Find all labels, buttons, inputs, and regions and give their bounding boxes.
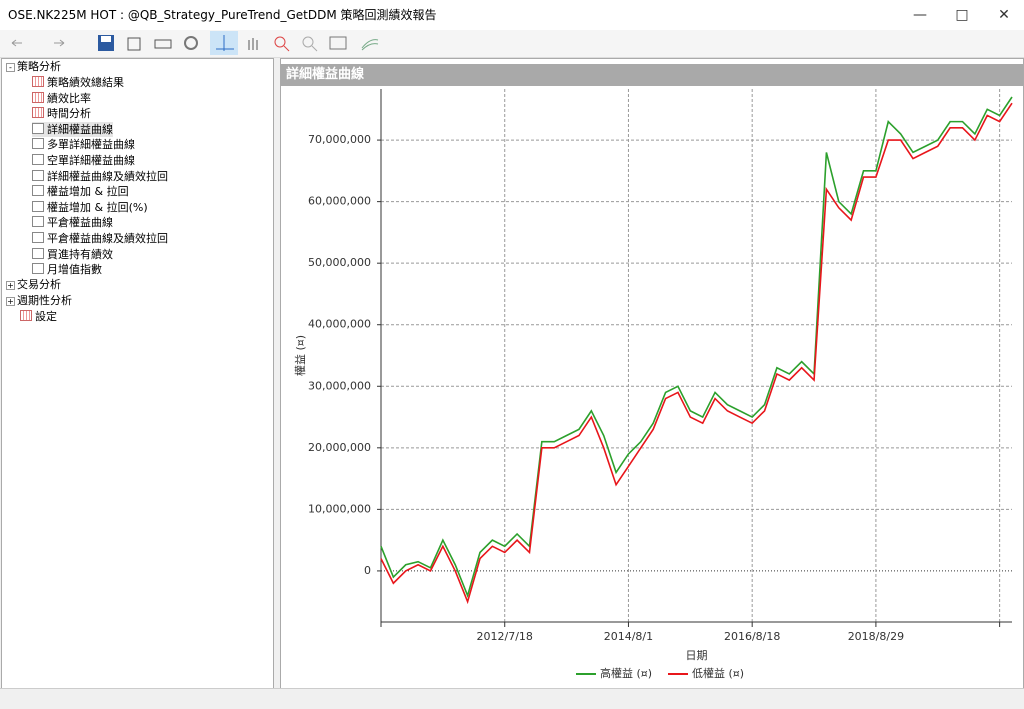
tree-node[interactable]: 詳細權益曲線	[32, 121, 113, 137]
maximize-button[interactable]: □	[955, 7, 969, 23]
tree-label: 設定	[35, 310, 57, 323]
tree-node[interactable]: 設定	[20, 309, 57, 324]
equity-line	[380, 102, 1013, 605]
report-panel: 詳細權益曲線 0 10,000,000 20,000,000 30,000,000 40…	[280, 58, 1024, 689]
print-button[interactable]	[153, 34, 173, 52]
title-bar: OSE.NK225M HOT : @QB_Strategy_PureTrend_…	[0, 0, 1024, 30]
tree-label: 買進持有績效	[47, 247, 113, 261]
tree-node[interactable]: 空單詳細權益曲線	[32, 153, 135, 168]
tree-label: 平倉權益曲線及績效拉回	[47, 232, 168, 245]
close-button[interactable]: ✕	[998, 7, 1010, 23]
y-tick-label: 50,000,000	[308, 256, 371, 269]
tree-node[interactable]: 績效比率	[32, 91, 91, 106]
y-tick-label: 20,000,000	[308, 441, 371, 454]
tree-label: 詳細權益曲線	[47, 122, 113, 136]
x-tick-label: 2014/8/1	[604, 630, 653, 643]
tree-node[interactable]: 時間分析	[32, 106, 91, 121]
chart-style-button[interactable]	[360, 34, 380, 52]
tree-label: 權益增加 & 拉回(%)	[47, 200, 148, 214]
tree-label: 績效比率	[47, 91, 91, 105]
legend-label: 高權益 (¤)	[600, 666, 652, 680]
y-tick-label: 30,000,000	[308, 379, 371, 392]
pan-button[interactable]	[243, 34, 263, 52]
report-tree: - 策略分析 策略績效總結果 績效比率時間分析 詳細權益曲線多單詳細權益曲線 空單詳細權…	[1, 58, 274, 689]
tree-label: 月增值指數	[47, 263, 102, 277]
tree-node[interactable]: + 交易分析	[6, 278, 61, 291]
y-axis-title: 權益 (¤)	[293, 335, 307, 376]
x-axis-title: 日期	[686, 649, 708, 662]
zoom-out-button[interactable]	[300, 34, 320, 52]
tree-node[interactable]: 權益增加 & 拉回	[32, 184, 129, 199]
tree-label: 空單詳細權益曲線	[47, 154, 135, 167]
tree-label: 策略績效總結果	[47, 76, 124, 89]
tree-label: 週期性分析	[17, 294, 72, 307]
forward-button[interactable]	[50, 34, 70, 52]
window-title: OSE.NK225M HOT : @QB_Strategy_PureTrend_…	[8, 8, 437, 22]
back-button[interactable]	[8, 34, 28, 52]
settings-button[interactable]	[181, 34, 201, 52]
x-tick-label: 2012/7/18	[477, 630, 533, 643]
legend-label: 低權益 (¤)	[692, 666, 744, 680]
tree-node[interactable]: + 週期性分析	[6, 294, 72, 307]
crosshair-button[interactable]	[210, 31, 238, 55]
tree-node[interactable]: 買進持有績效	[32, 247, 113, 262]
toolbar	[0, 30, 1024, 58]
tree-label: 時間分析	[47, 107, 91, 121]
minimize-button[interactable]: —	[913, 7, 927, 23]
tree-node[interactable]: 多單詳細權益曲線	[32, 137, 135, 152]
save-button[interactable]	[96, 34, 116, 52]
tree-node[interactable]: 平倉權益曲線及績效拉回	[32, 231, 168, 246]
tree-node[interactable]: 月增值指數	[32, 262, 102, 277]
tree-label: 平倉權益曲線	[47, 216, 113, 230]
copy-button[interactable]	[125, 34, 145, 52]
tree-node[interactable]: 平倉權益曲線	[32, 215, 113, 230]
y-tick-label: 10,000,000	[308, 502, 371, 515]
y-tick-label: 60,000,000	[308, 195, 371, 208]
panel-title: 詳細權益曲線	[281, 64, 1023, 86]
tree-node[interactable]: 權益增加 & 拉回(%)	[32, 200, 148, 215]
tree-label: 詳細權益曲線及績效拉回	[47, 169, 168, 183]
tree-label: 多單詳細權益曲線	[47, 138, 135, 152]
equity-line	[380, 96, 1013, 598]
chart: 0 10,000,000 20,000,000 30,000,000 40,000,00…	[293, 89, 1013, 680]
tree-label: 權益增加 & 拉回	[47, 185, 129, 199]
x-tick-label: 2016/8/18	[724, 630, 780, 643]
zoom-in-button[interactable]	[272, 34, 292, 52]
tree-node[interactable]: 策略績效總結果	[32, 75, 124, 90]
x-tick-label: 2018/8/29	[848, 630, 904, 643]
y-tick-label: 40,000,000	[308, 318, 371, 331]
y-tick-label: 0	[364, 564, 371, 577]
y-tick-label: 70,000,000	[308, 133, 371, 146]
fit-button[interactable]	[328, 34, 348, 52]
tree-node[interactable]: - 策略分析	[6, 59, 61, 74]
tree-label: 策略分析	[17, 60, 61, 73]
tree-label: 交易分析	[17, 278, 61, 291]
tree-node[interactable]: 詳細權益曲線及績效拉回	[32, 169, 168, 184]
status-bar	[0, 688, 1024, 709]
